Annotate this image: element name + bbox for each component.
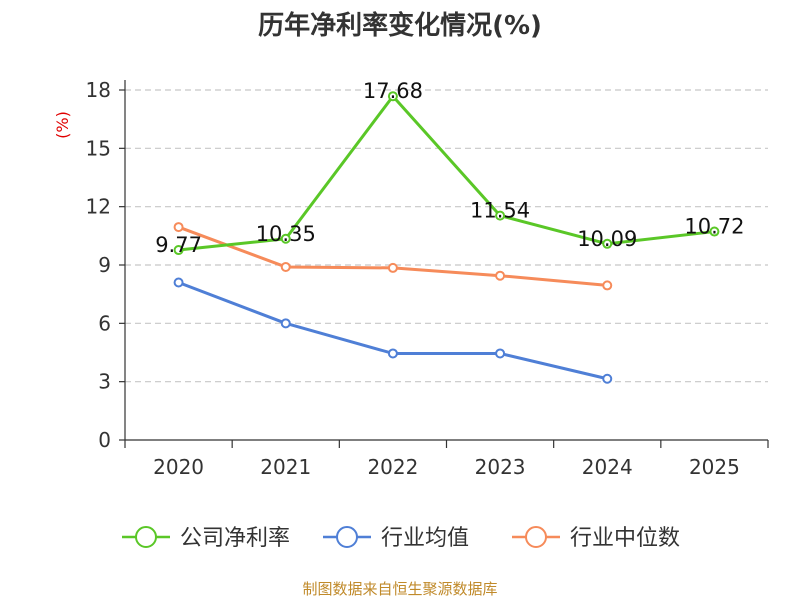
- x-tick-label: 2020: [153, 455, 204, 479]
- data-point: [280, 318, 291, 329]
- x-tick-label: 2023: [475, 455, 526, 479]
- legend-label: 公司净利率: [180, 526, 290, 551]
- x-tick-label: 2024: [582, 455, 633, 479]
- legend-label: 行业中位数: [570, 526, 680, 551]
- chart-title: 历年净利率变化情况(%): [258, 10, 542, 41]
- grid-lines: [125, 89, 768, 383]
- series-points: [173, 91, 720, 384]
- x-tick-labels: 2020 2021 2022 2023 2024 2025: [153, 455, 740, 479]
- legend: 公司净利率 行业均值 行业中位数: [122, 526, 680, 551]
- data-point: [387, 348, 398, 359]
- legend-label: 行业均值: [381, 526, 469, 551]
- data-point: [602, 238, 613, 249]
- legend-marker: [525, 526, 547, 548]
- x-tick-label: 2025: [689, 455, 740, 479]
- source-note: 制图数据来自恒生聚源数据库: [302, 580, 497, 598]
- data-label: 11.54: [470, 199, 530, 223]
- data-point: [173, 277, 184, 288]
- data-point: [173, 245, 184, 256]
- legend-marker: [336, 526, 358, 548]
- legend-marker: [135, 526, 157, 548]
- data-point: [495, 210, 506, 221]
- data-point: [602, 373, 613, 384]
- data-point: [173, 222, 184, 233]
- data-label: 10.35: [256, 222, 316, 246]
- y-tick-labels: 0 3 6 9 12 15 18: [86, 78, 111, 452]
- data-point: [495, 348, 506, 359]
- series-line: [178, 281, 608, 381]
- data-labels: 9.77 10.35 17.68 11.54 10.09 10.72: [155, 79, 744, 257]
- data-point: [709, 226, 720, 237]
- data-label: 10.72: [684, 215, 744, 239]
- y-tick-label: 12: [86, 195, 111, 219]
- y-tick-label: 15: [86, 136, 111, 160]
- y-tick-label: 0: [98, 428, 111, 452]
- data-label: 10.09: [577, 227, 637, 251]
- x-tick-label: 2022: [367, 455, 418, 479]
- data-point: [387, 91, 398, 102]
- x-tick-label: 2021: [260, 455, 311, 479]
- series-line: [178, 225, 608, 287]
- data-point: [280, 261, 291, 272]
- data-point: [602, 280, 613, 291]
- y-tick-label: 9: [98, 253, 111, 277]
- series-line: [178, 94, 715, 252]
- axes: [119, 80, 769, 448]
- y-tick-label: 3: [98, 370, 111, 394]
- y-tick-label: 6: [98, 311, 111, 335]
- y-axis-label: (%): [53, 111, 72, 139]
- data-point: [495, 270, 506, 281]
- data-label: 17.68: [363, 79, 423, 103]
- data-point: [280, 233, 291, 244]
- y-tick-label: 18: [86, 78, 111, 102]
- data-point: [387, 262, 398, 273]
- data-label: 9.77: [155, 233, 202, 257]
